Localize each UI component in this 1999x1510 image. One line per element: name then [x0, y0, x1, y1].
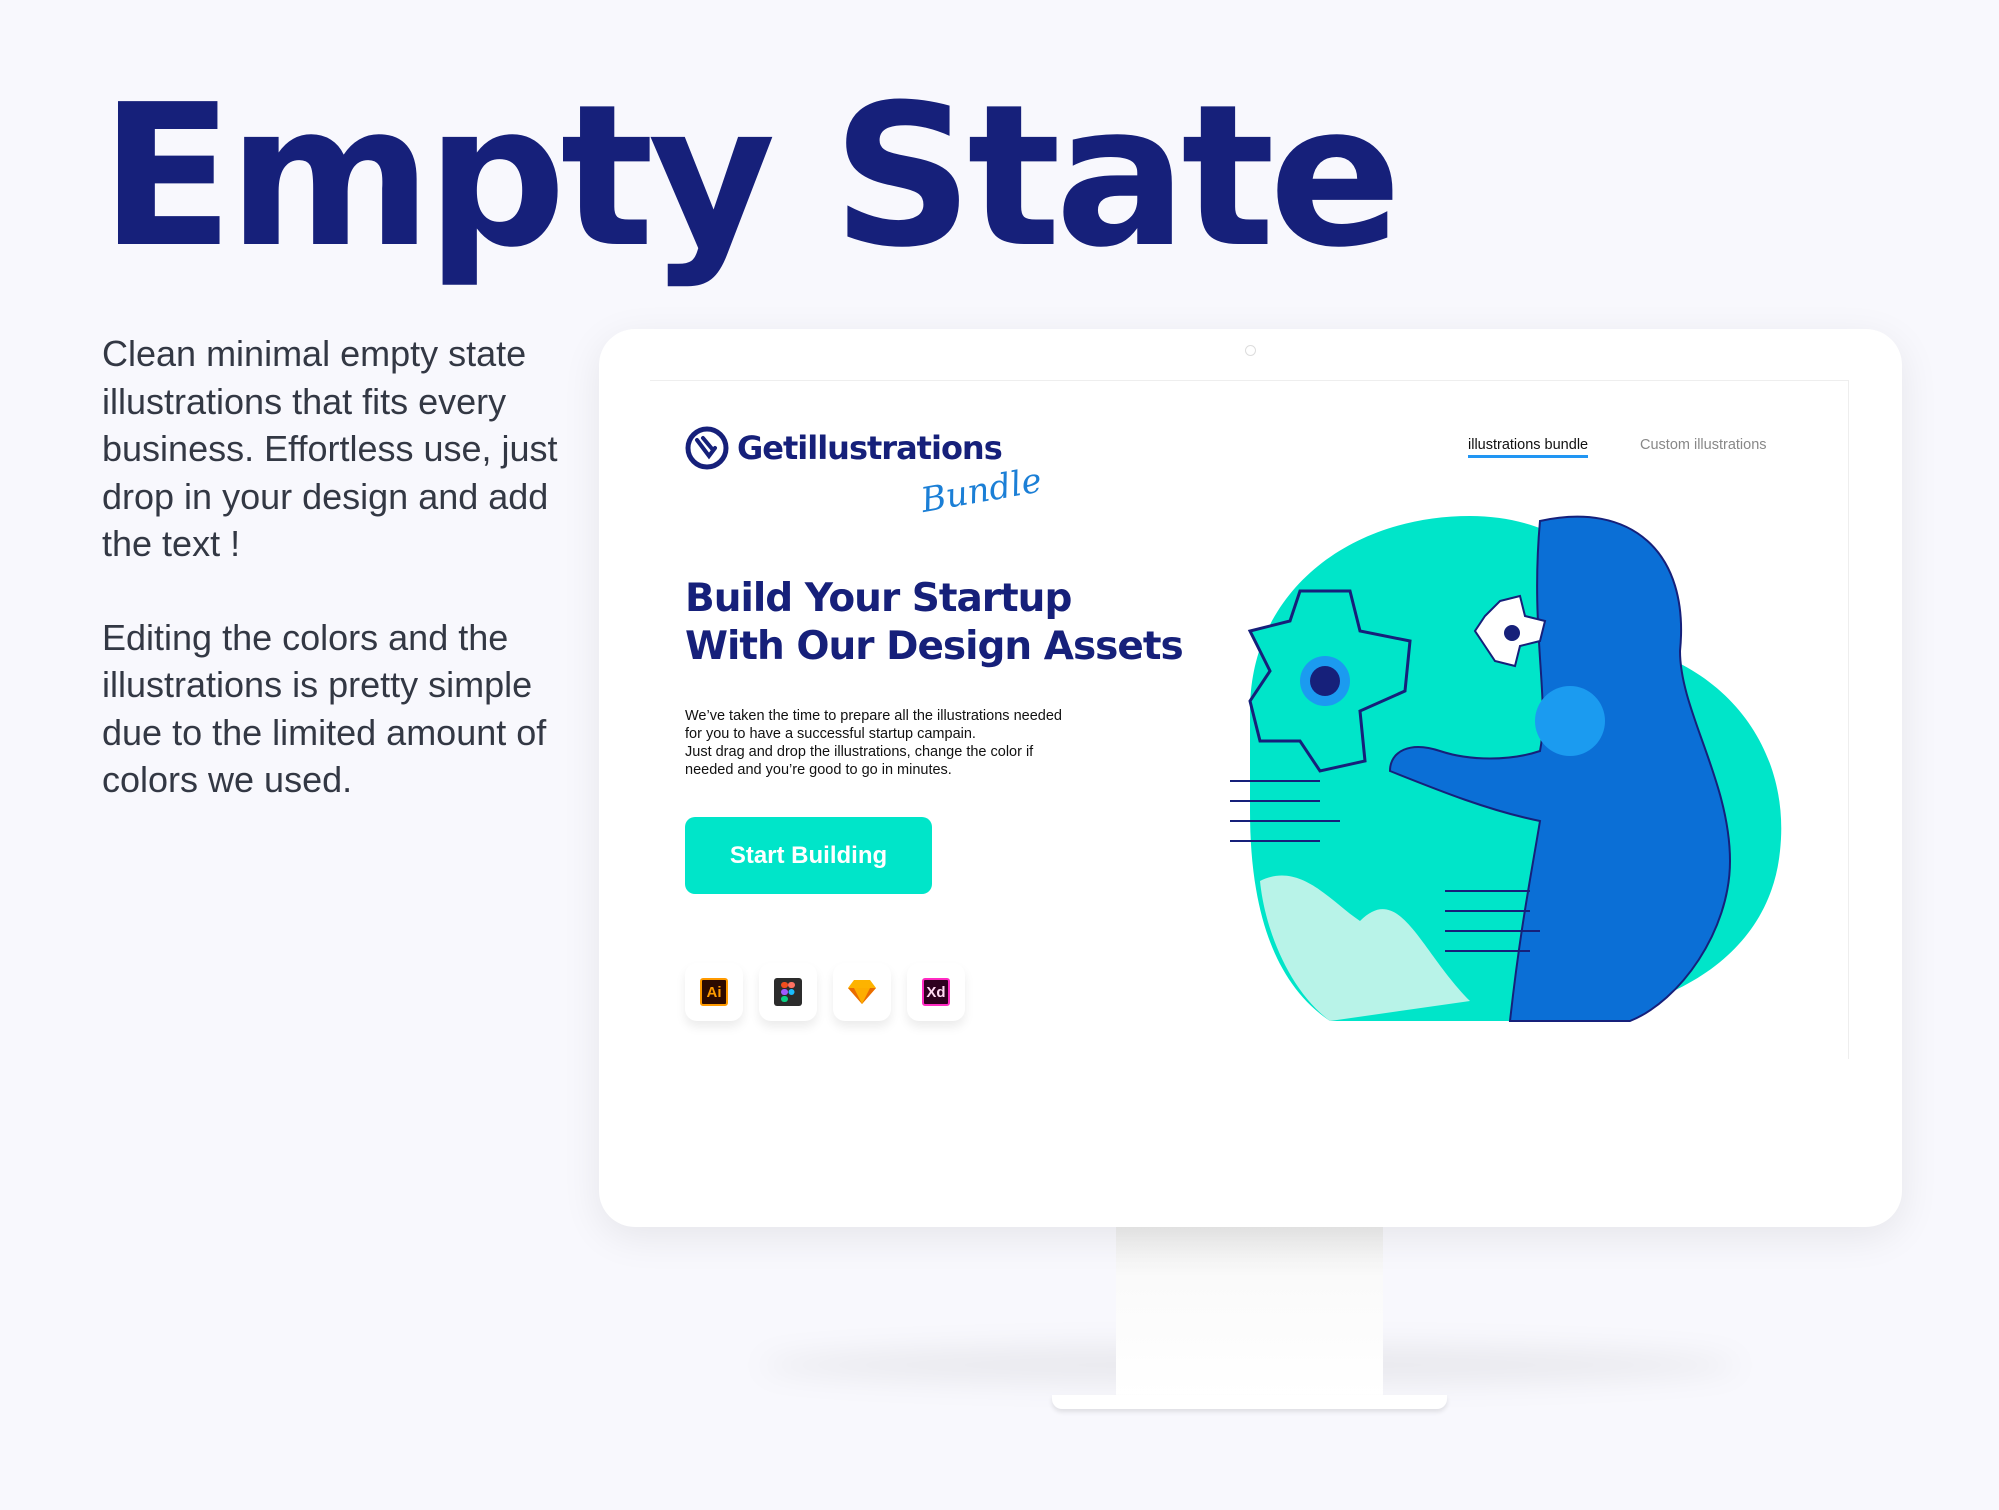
logo[interactable]: Getillustrations	[685, 426, 1003, 470]
description-paragraph-1: Clean minimal empty state illustrations …	[102, 333, 558, 564]
start-building-button[interactable]: Start Building	[685, 817, 932, 894]
camera-dot	[1245, 345, 1256, 356]
description: Clean minimal empty state illustrations …	[102, 330, 572, 804]
plant-shape	[1260, 875, 1470, 1021]
body-line: needed and you’re good to go in minutes.	[685, 762, 952, 778]
tool-figma[interactable]	[759, 963, 817, 1021]
hero-headline: Build Your Startup With Our Design Asset…	[685, 575, 1184, 671]
headline-line-2: With Our Design Assets	[685, 624, 1184, 669]
figma-icon	[774, 978, 802, 1006]
hero-illustration	[1230, 515, 1782, 1022]
logo-name: Getillustrations	[737, 429, 1003, 467]
body-line: for you to have a successful startup cam…	[685, 726, 976, 742]
logo-icon	[685, 426, 729, 470]
page-title: Empty State	[100, 63, 1402, 291]
brick-wall	[1230, 780, 1540, 952]
website-mockup: Getillustrations Bundle illustrations bu…	[650, 380, 1849, 1059]
xd-icon: Xd	[922, 978, 950, 1006]
tool-xd[interactable]: Xd	[907, 963, 965, 1021]
nav-illustrations-bundle[interactable]: illustrations bundle	[1468, 437, 1589, 458]
hero-body: We’ve taken the time to prepare all the …	[685, 707, 1145, 779]
headline-line-1: Build Your Startup	[685, 576, 1072, 621]
monitor: Getillustrations Bundle illustrations bu…	[599, 329, 1902, 1227]
character-body	[1388, 515, 1732, 1022]
tool-illustrator[interactable]: Ai	[685, 963, 743, 1021]
body-line: We’ve taken the time to prepare all the …	[685, 708, 1062, 724]
body-line: Just drag and drop the illustrations, ch…	[685, 744, 1034, 760]
monitor-stand	[1116, 1227, 1383, 1397]
nav-custom-illustrations[interactable]: Custom illustrations	[1640, 437, 1767, 453]
character-head	[1535, 686, 1605, 756]
sketch-icon	[848, 980, 876, 1004]
tool-sketch[interactable]	[833, 963, 891, 1021]
monitor-base	[1052, 1395, 1447, 1409]
description-paragraph-2: Editing the colors and the illustrations…	[102, 616, 547, 801]
illustrator-icon: Ai	[700, 978, 728, 1006]
